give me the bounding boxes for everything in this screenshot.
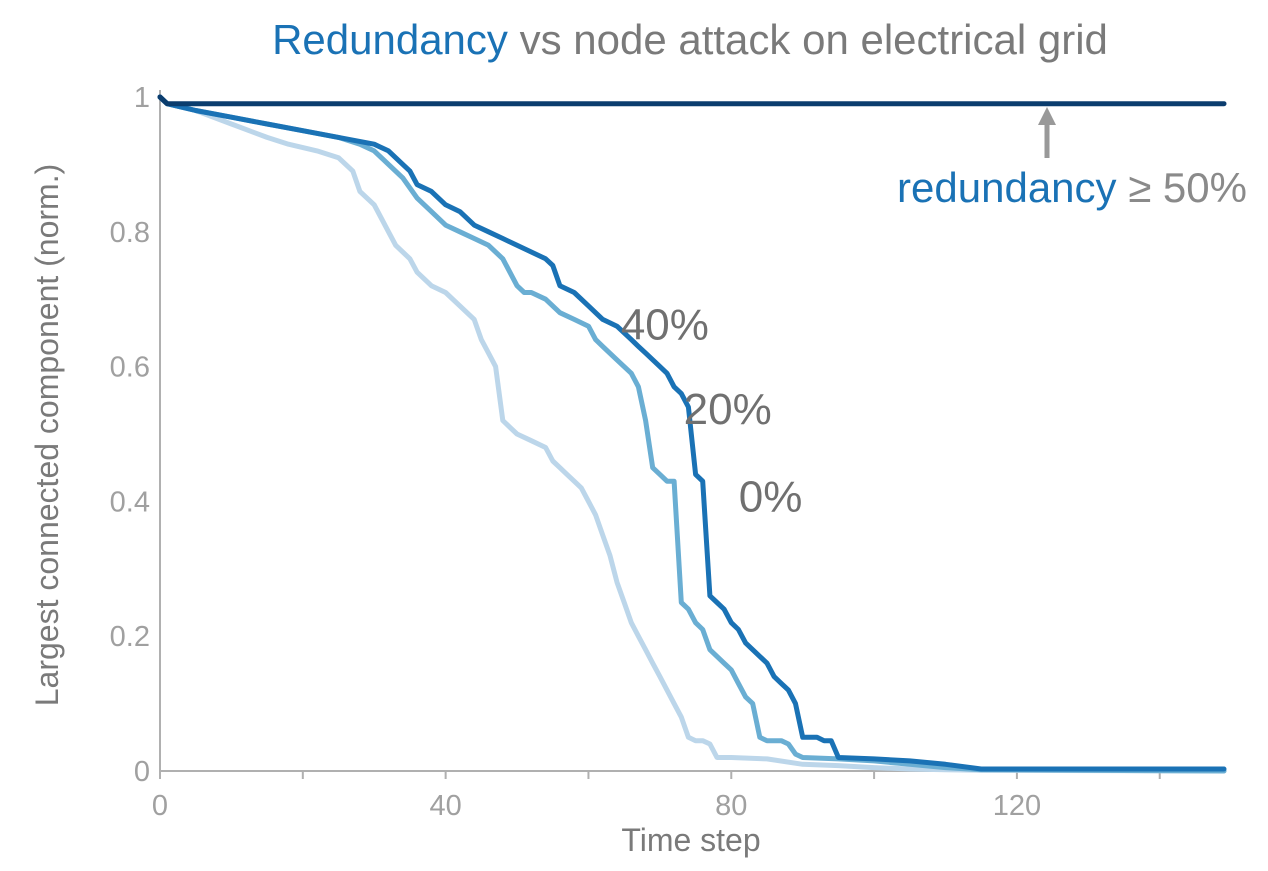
- annotation-arrow: [1038, 107, 1056, 158]
- x-tick-label: 80: [715, 790, 747, 822]
- chart-title-rest: vs node attack on electrical grid: [508, 16, 1108, 63]
- x-tick-label: 120: [993, 790, 1041, 822]
- redundancy-annotation: redundancy ≥ 50%: [897, 164, 1247, 211]
- series-label-0: 0%: [739, 473, 803, 522]
- y-tick-label: 0.6: [110, 352, 150, 384]
- x-tick-label: 0: [152, 790, 168, 822]
- series-line-0: [157, 94, 1227, 774]
- x-axis-label: Time step: [621, 822, 760, 858]
- annotation-highlight: redundancy: [897, 164, 1117, 211]
- chart-title: Redundancy vs node attack on electrical …: [272, 16, 1108, 63]
- series-lines: [157, 94, 1227, 774]
- y-axis-label: Largest connected component (norm.): [29, 164, 65, 707]
- series-labels: 0% 20% 40%: [621, 301, 803, 522]
- y-tick-label: 0.4: [110, 486, 150, 518]
- series-line-3: [157, 94, 1227, 107]
- chart-title-highlight: Redundancy: [272, 16, 508, 63]
- axes: 0 40 80 120 0 0.2 0.4 0.6 0.8 1: [110, 82, 1224, 822]
- series-label-1: 20%: [684, 385, 772, 434]
- y-tick-label: 0: [134, 756, 150, 788]
- y-tick-label: 0.2: [110, 621, 150, 653]
- annotation-rest: ≥ 50%: [1117, 164, 1247, 211]
- x-tick-label: 40: [430, 790, 462, 822]
- y-tick-label: 0.8: [110, 217, 150, 249]
- series-line-2: [157, 94, 1227, 772]
- y-tick-label: 1: [134, 82, 150, 114]
- series-label-2: 40%: [621, 301, 709, 350]
- series-line-1: [157, 94, 1227, 774]
